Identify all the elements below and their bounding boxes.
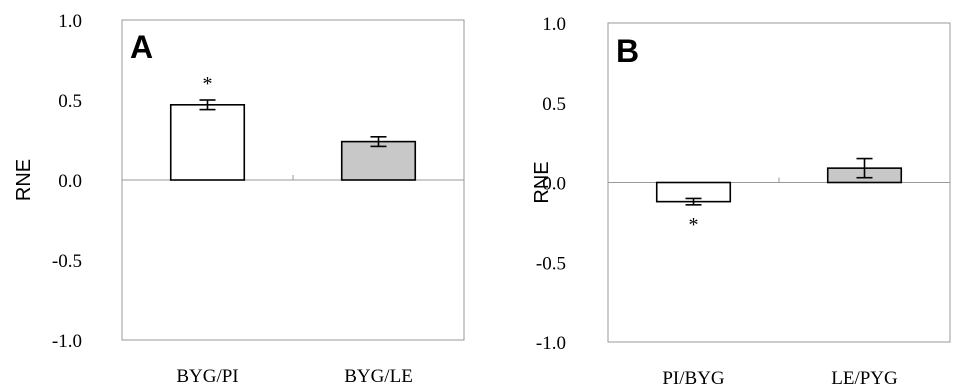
panel-b-category-label-1: PI/BYG: [662, 368, 725, 388]
panel-a-bar-1: [169, 104, 246, 181]
panel-b-panel-label: B: [616, 33, 639, 69]
panel-a-ytick-label: 0.5: [58, 91, 82, 112]
panel-b-y-axis-label: RNE: [531, 161, 553, 203]
panel-a-category-label-2: BYG/LE: [344, 366, 413, 387]
panel-b-ytick-label: -0.5: [536, 253, 566, 274]
panel-b-ytick-label: 1.0: [542, 14, 566, 35]
panel-a-significance-marker-1: *: [203, 73, 213, 95]
panel-b-ytick-label: 0.0: [542, 174, 566, 195]
panel-a-panel-label: A: [130, 29, 153, 65]
panel-a-ytick-label: -0.5: [52, 251, 82, 272]
panel-b-category-label-2: LE/PYG: [831, 368, 898, 388]
panel-a-ytick-label: 1.0: [58, 11, 82, 32]
panel-a-bar-2: [340, 140, 417, 181]
panel-a-y-axis-label: RNE: [13, 159, 35, 201]
panel-a-ytick-label: 0.0: [58, 171, 82, 192]
panel-b-ytick-label: -1.0: [536, 333, 566, 354]
panel-a-ytick-label: -1.0: [52, 331, 82, 352]
panel-a-category-label-1: BYG/PI: [176, 366, 238, 387]
panel-b-significance-marker-1: *: [689, 214, 699, 236]
panel-b-ytick-label: 0.5: [542, 94, 566, 115]
